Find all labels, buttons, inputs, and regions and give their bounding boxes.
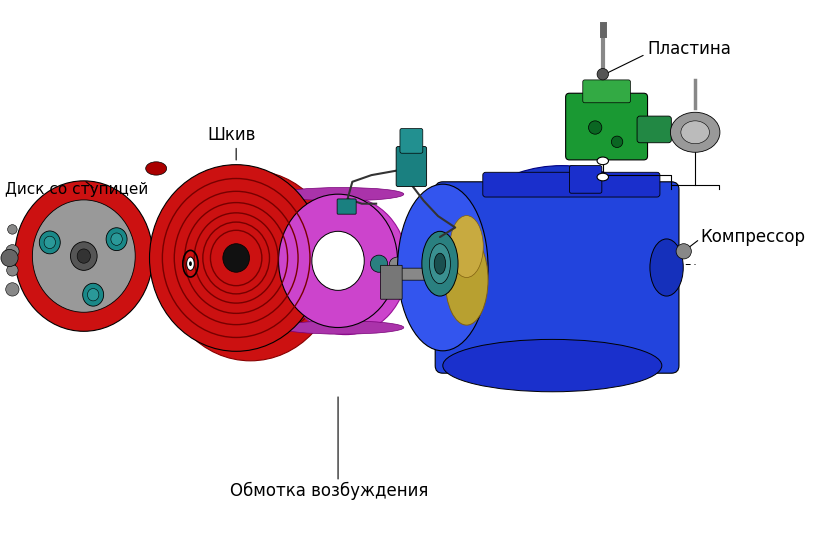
Ellipse shape (429, 244, 451, 284)
Ellipse shape (398, 184, 488, 351)
Circle shape (597, 68, 609, 80)
Circle shape (6, 245, 19, 258)
FancyBboxPatch shape (400, 268, 443, 280)
Text: Пластина: Пластина (648, 41, 731, 58)
Ellipse shape (33, 200, 135, 312)
Circle shape (611, 136, 622, 148)
Ellipse shape (222, 244, 249, 273)
Ellipse shape (77, 249, 91, 263)
Ellipse shape (389, 257, 407, 270)
Ellipse shape (597, 173, 609, 181)
Ellipse shape (681, 121, 709, 144)
Text: Диск со ступицей: Диск со ступицей (5, 182, 148, 197)
Circle shape (7, 265, 18, 276)
Ellipse shape (312, 231, 364, 290)
Ellipse shape (83, 283, 104, 306)
Ellipse shape (422, 231, 458, 296)
FancyBboxPatch shape (637, 116, 672, 143)
Ellipse shape (447, 165, 676, 356)
Ellipse shape (187, 257, 194, 270)
Ellipse shape (280, 188, 404, 201)
Ellipse shape (450, 215, 483, 278)
Ellipse shape (44, 236, 56, 249)
FancyBboxPatch shape (582, 80, 631, 103)
FancyBboxPatch shape (569, 165, 602, 193)
Ellipse shape (88, 289, 99, 301)
Ellipse shape (671, 112, 720, 152)
Circle shape (588, 121, 602, 134)
Ellipse shape (318, 235, 373, 296)
Ellipse shape (111, 233, 123, 245)
Ellipse shape (597, 157, 609, 165)
Ellipse shape (280, 321, 404, 334)
Ellipse shape (70, 242, 97, 270)
Text: Шкив: Шкив (208, 125, 256, 144)
FancyBboxPatch shape (435, 182, 679, 373)
Ellipse shape (650, 239, 683, 296)
Text: Компрессор: Компрессор (700, 228, 805, 246)
FancyBboxPatch shape (337, 199, 356, 214)
Ellipse shape (434, 253, 446, 274)
FancyBboxPatch shape (400, 128, 423, 153)
Circle shape (7, 225, 17, 234)
Text: Обмотка возбуждения: Обмотка возбуждения (231, 482, 429, 501)
FancyBboxPatch shape (396, 147, 427, 186)
Ellipse shape (284, 196, 407, 335)
Ellipse shape (189, 261, 192, 266)
FancyBboxPatch shape (566, 93, 648, 160)
Circle shape (1, 249, 18, 266)
FancyBboxPatch shape (380, 265, 402, 299)
Ellipse shape (443, 340, 662, 392)
FancyBboxPatch shape (483, 172, 660, 197)
Ellipse shape (236, 250, 265, 281)
Ellipse shape (146, 162, 167, 175)
Ellipse shape (150, 165, 323, 351)
Circle shape (6, 282, 19, 296)
Ellipse shape (408, 258, 425, 269)
Ellipse shape (162, 170, 339, 361)
Ellipse shape (15, 181, 153, 331)
Circle shape (676, 244, 691, 259)
Ellipse shape (279, 194, 398, 327)
Ellipse shape (371, 255, 388, 273)
Ellipse shape (445, 235, 488, 325)
Ellipse shape (39, 231, 61, 254)
Ellipse shape (106, 228, 127, 251)
